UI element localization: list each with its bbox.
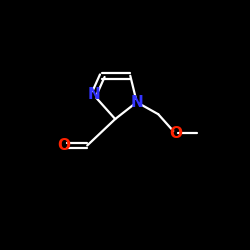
Text: N: N	[87, 88, 100, 102]
Text: N: N	[130, 95, 143, 110]
Text: O: O	[57, 138, 70, 153]
Text: O: O	[169, 126, 182, 141]
